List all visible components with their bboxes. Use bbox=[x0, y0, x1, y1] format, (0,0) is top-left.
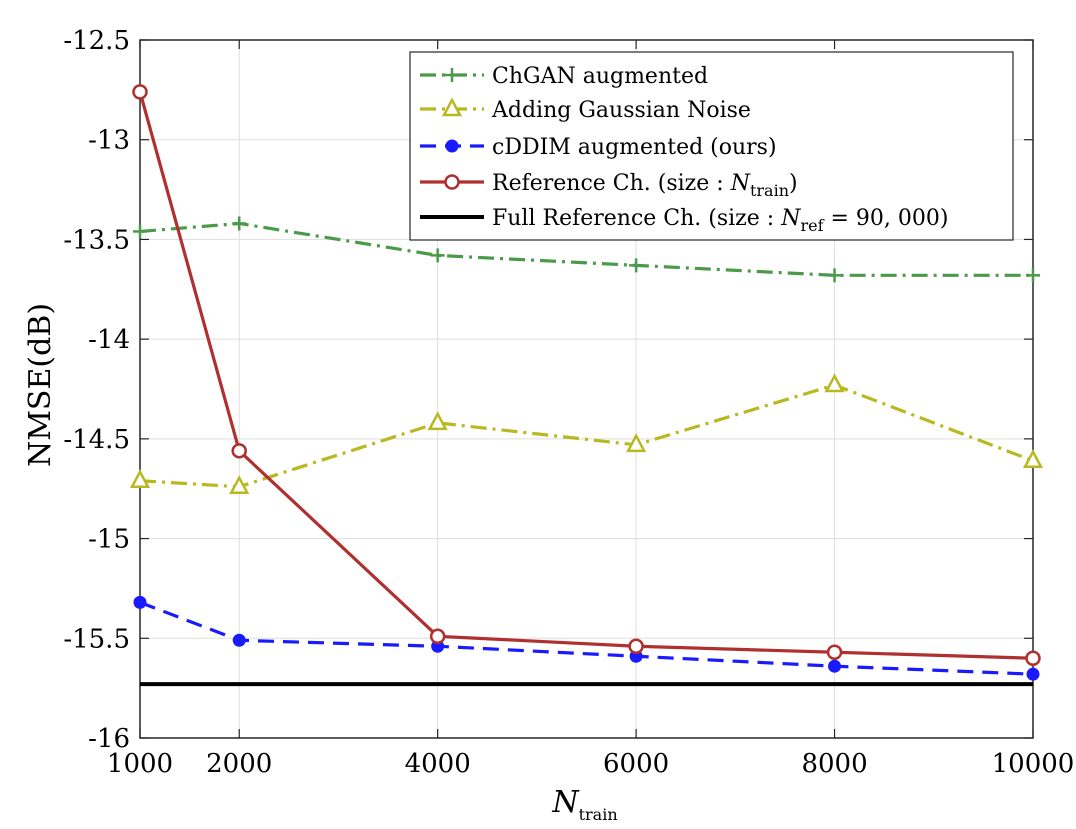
legend-marker bbox=[441, 97, 463, 117]
series-line bbox=[139, 383, 1034, 489]
legend-entry: ChGAN augmented bbox=[420, 64, 708, 89]
y-tick-label: -15 bbox=[88, 525, 130, 555]
x-tick-label: 2000 bbox=[206, 749, 272, 779]
x-axis-label-sub: train bbox=[579, 805, 618, 824]
data-point bbox=[133, 595, 147, 609]
series-3 bbox=[132, 84, 1041, 666]
data-point bbox=[229, 475, 250, 494]
y-axis-label: NMSE(dB) bbox=[23, 303, 58, 467]
data-point bbox=[129, 469, 151, 488]
data-point bbox=[1026, 268, 1040, 283]
y-tick-label: -13 bbox=[88, 126, 130, 156]
series-line bbox=[139, 600, 1034, 676]
x-tick-label: 8000 bbox=[801, 749, 867, 779]
data-point bbox=[828, 659, 842, 673]
series-2 bbox=[133, 595, 1040, 681]
y-tick-label: -15.5 bbox=[63, 624, 130, 654]
data-point bbox=[430, 248, 445, 263]
legend-box bbox=[409, 51, 1014, 241]
series-0 bbox=[133, 216, 1040, 283]
legend-label: Full Reference Ch. (size : Nref = 90, 00… bbox=[492, 206, 948, 235]
data-point bbox=[1025, 650, 1041, 666]
series-line bbox=[138, 91, 1034, 660]
data-point bbox=[232, 633, 246, 647]
legend-entries: ChGAN augmented Adding Gaussian Noise cDDI… bbox=[420, 64, 948, 235]
x-axis-label: Ntrain bbox=[551, 785, 617, 824]
legend-entry: Adding Gaussian Noise bbox=[420, 97, 751, 123]
data-point bbox=[1022, 449, 1044, 469]
y-tick-label: -13.5 bbox=[63, 225, 130, 255]
data-point bbox=[827, 268, 842, 283]
axes: 1000 2000 4000 6000 8000 10000 -12.5 -13 -13.5 -1… bbox=[63, 26, 1074, 779]
x-tick-label: 10000 bbox=[992, 749, 1075, 779]
data-point bbox=[231, 443, 247, 459]
x-axis-label-main: N bbox=[551, 785, 580, 820]
y-tick-label: -16 bbox=[88, 724, 130, 754]
legend-entry: Reference Ch. (size : Ntrain) bbox=[420, 171, 798, 200]
data-point bbox=[626, 433, 647, 453]
data-point bbox=[232, 216, 247, 231]
data-point bbox=[629, 258, 644, 273]
y-tick-label: -14.5 bbox=[63, 425, 130, 455]
data-point bbox=[628, 638, 644, 655]
legend-marker bbox=[445, 139, 459, 153]
legend-label: Adding Gaussian Noise bbox=[491, 98, 751, 123]
data-point bbox=[824, 373, 845, 393]
data-point bbox=[1026, 667, 1040, 681]
x-tick-label: 4000 bbox=[405, 749, 471, 779]
data-point bbox=[132, 84, 148, 100]
y-tick-label: -14 bbox=[88, 325, 130, 355]
x-tick-label: 6000 bbox=[603, 749, 669, 779]
data-point bbox=[427, 411, 448, 431]
y-tick-label: -12.5 bbox=[63, 26, 130, 56]
legend-label: ChGAN augmented bbox=[492, 64, 708, 89]
legend-label: Reference Ch. (size : Ntrain) bbox=[492, 171, 798, 200]
series-layer bbox=[129, 84, 1044, 687]
legend-entry: Full Reference Ch. (size : Nref = 90, 00… bbox=[420, 206, 948, 235]
legend: ChGAN augmented Adding Gaussian Noise cDDI… bbox=[409, 51, 1014, 241]
legend-marker bbox=[444, 174, 460, 190]
data-point bbox=[133, 224, 147, 239]
legend-entry: cDDIM augmented (ours) bbox=[420, 135, 777, 160]
legend-label: cDDIM augmented (ours) bbox=[492, 135, 777, 160]
legend-marker bbox=[445, 68, 459, 82]
data-point bbox=[429, 628, 446, 645]
x-tick-label: 1000 bbox=[107, 749, 173, 779]
plot-area-frame bbox=[139, 39, 1034, 739]
series-1 bbox=[129, 373, 1044, 494]
data-point bbox=[826, 644, 843, 660]
